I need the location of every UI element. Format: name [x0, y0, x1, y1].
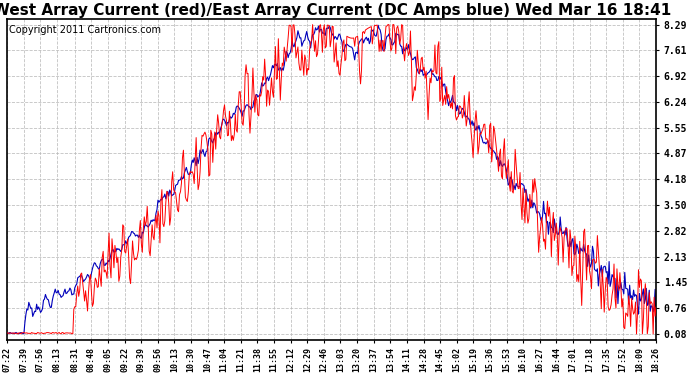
Text: Copyright 2011 Cartronics.com: Copyright 2011 Cartronics.com: [8, 26, 161, 35]
Title: West Array Current (red)/East Array Current (DC Amps blue) Wed Mar 16 18:41: West Array Current (red)/East Array Curr…: [0, 3, 671, 18]
